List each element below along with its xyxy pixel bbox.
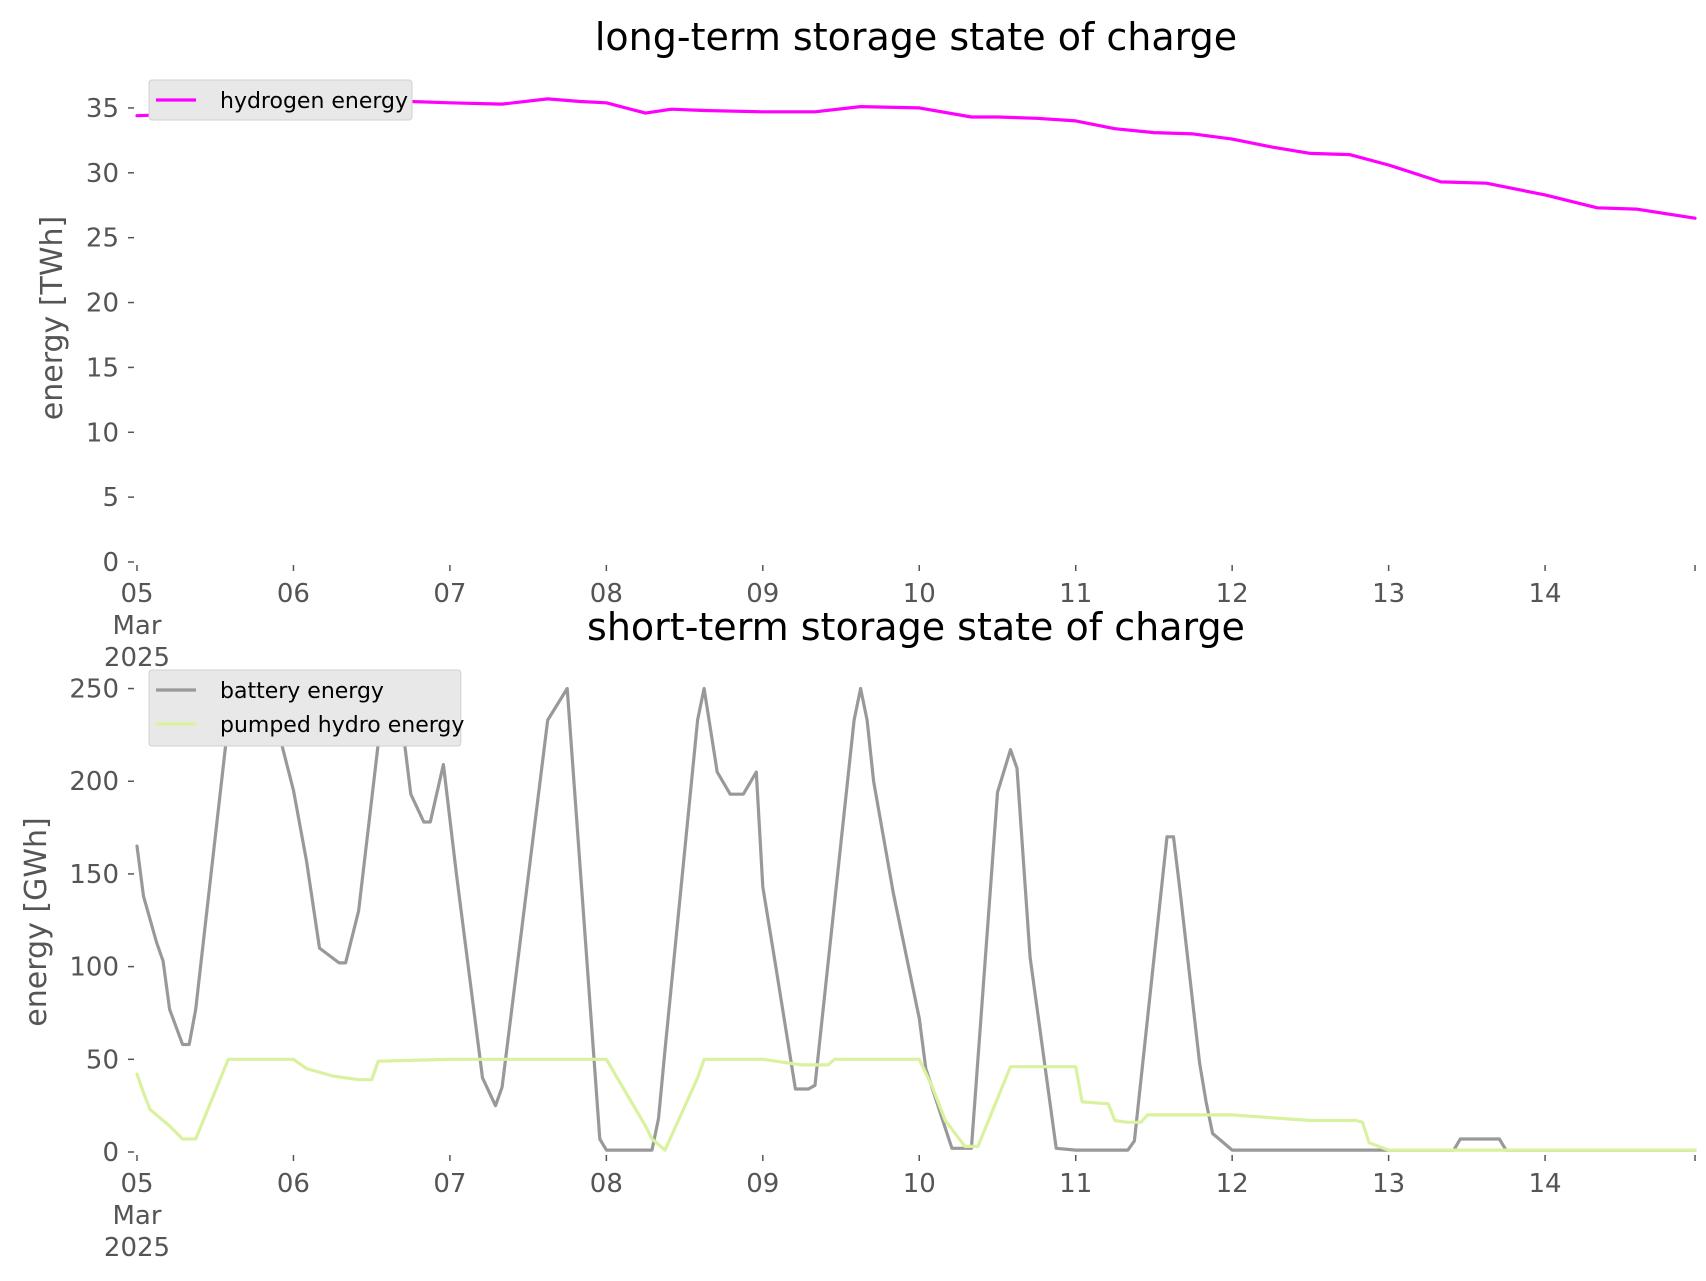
series-line-battery-energy (135, 686, 1697, 1152)
x-tick-label: 07 (433, 579, 466, 609)
x-tick-sublabel: Mar (112, 1201, 161, 1231)
x-tick-sublabel: Mar (112, 611, 161, 641)
x-tick-sublabel: 2025 (104, 643, 170, 673)
x-tick-label: 10 (903, 579, 936, 609)
legend: hydrogen energy (148, 79, 413, 121)
x-tick-label: 13 (1372, 579, 1405, 609)
y-tick-label: 25 (86, 224, 119, 254)
y-axis-title: energy [TWh] (35, 216, 70, 420)
x-tick-sublabel: 2025 (104, 1233, 170, 1263)
x-tick-label: 09 (746, 579, 779, 609)
y-tick-label: 0 (102, 548, 119, 578)
short-term-storage-panel: short-term storage state of charge energ… (19, 605, 1697, 1263)
legend-label: battery energy (220, 679, 384, 704)
chart-title: short-term storage state of charge (587, 605, 1245, 649)
x-tick-label: 14 (1529, 1169, 1562, 1199)
x-tick-label: 14 (1529, 579, 1562, 609)
x-tick-label: 07 (433, 1169, 466, 1199)
y-tick-label: 100 (69, 953, 119, 983)
y-axis-title: energy [GWh] (19, 817, 54, 1026)
x-tick-label: 12 (1216, 1169, 1249, 1199)
x-tick-label: 08 (590, 579, 623, 609)
y-tick-label: 15 (86, 353, 119, 383)
x-tick-label: 11 (1059, 579, 1092, 609)
x-tick-label: 06 (277, 579, 310, 609)
x-tick-label: 11 (1059, 1169, 1092, 1199)
legend: battery energy pumped hydro energy (148, 669, 464, 747)
y-tick-label: 200 (69, 767, 119, 797)
y-tick-label: 20 (86, 289, 119, 319)
y-tick-label: 5 (102, 483, 119, 513)
y-axis: 0 50 100 150 200 250 (69, 675, 134, 1168)
legend-box (148, 669, 462, 747)
y-tick-label: 35 (86, 94, 119, 124)
y-tick-label: 250 (69, 675, 119, 705)
legend-label: pumped hydro energy (220, 713, 464, 738)
chart-title: long-term storage state of charge (595, 15, 1237, 59)
legend-label: hydrogen energy (220, 89, 408, 114)
x-tick-label: 09 (746, 1169, 779, 1199)
legend-box (148, 79, 413, 121)
x-tick-label: 12 (1216, 579, 1249, 609)
x-tick-label: 06 (277, 1169, 310, 1199)
y-tick-label: 10 (86, 418, 119, 448)
x-tick-label: 13 (1372, 1169, 1405, 1199)
x-tick-label: 08 (590, 1169, 623, 1199)
y-axis: 0 5 10 15 20 25 30 35 (86, 94, 134, 578)
long-term-storage-panel: long-term storage state of charge energy… (35, 15, 1697, 673)
x-tick-label: 05 (120, 1169, 153, 1199)
y-tick-label: 0 (102, 1138, 119, 1168)
plot-area (135, 686, 1697, 1152)
y-tick-label: 150 (69, 860, 119, 890)
series-line-pumped-hydro-energy (135, 1057, 1697, 1152)
y-tick-label: 30 (86, 159, 119, 189)
y-tick-label: 50 (86, 1045, 119, 1075)
x-tick-label: 10 (903, 1169, 936, 1199)
x-tick-label: 05 (120, 579, 153, 609)
